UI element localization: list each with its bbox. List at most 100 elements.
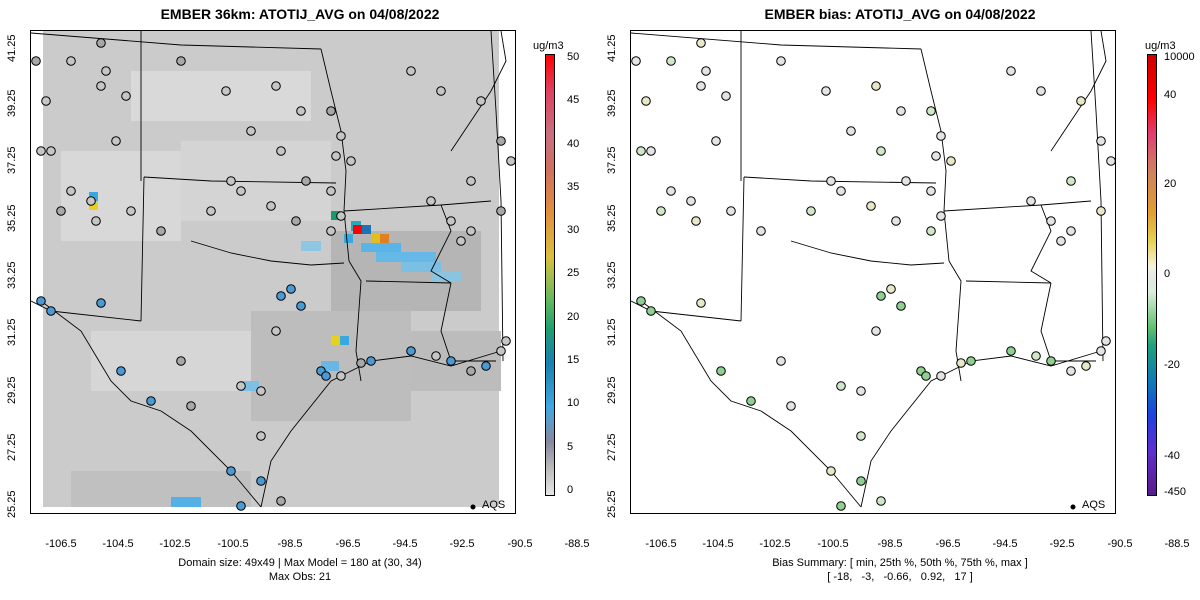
monitor-site-marker[interactable] (226, 176, 236, 186)
monitor-site-marker[interactable] (666, 186, 676, 196)
monitor-site-marker[interactable] (936, 131, 946, 141)
monitor-site-marker[interactable] (1031, 351, 1041, 361)
monitor-site-marker[interactable] (776, 356, 786, 366)
monitor-site-marker[interactable] (236, 501, 246, 511)
monitor-site-marker[interactable] (116, 366, 126, 376)
monitor-site-marker[interactable] (256, 431, 266, 441)
monitor-site-marker[interactable] (631, 56, 641, 66)
monitor-site-marker[interactable] (186, 401, 196, 411)
monitor-site-marker[interactable] (41, 96, 51, 106)
monitor-site-marker[interactable] (1096, 206, 1106, 216)
monitor-site-marker[interactable] (1101, 336, 1111, 346)
monitor-site-marker[interactable] (431, 351, 441, 361)
monitor-site-marker[interactable] (776, 56, 786, 66)
monitor-site-marker[interactable] (356, 358, 366, 368)
monitor-site-marker[interactable] (836, 381, 846, 391)
monitor-site-marker[interactable] (901, 176, 911, 186)
monitor-site-marker[interactable] (246, 126, 256, 136)
monitor-site-marker[interactable] (446, 216, 456, 226)
monitor-site-marker[interactable] (891, 216, 901, 226)
monitor-site-marker[interactable] (1096, 136, 1106, 146)
monitor-site-marker[interactable] (366, 356, 376, 366)
monitor-site-marker[interactable] (636, 296, 646, 306)
monitor-site-marker[interactable] (866, 201, 876, 211)
monitor-site-marker[interactable] (476, 96, 486, 106)
monitor-site-marker[interactable] (466, 226, 476, 236)
monitor-site-marker[interactable] (36, 296, 46, 306)
monitor-site-marker[interactable] (926, 106, 936, 116)
monitor-site-marker[interactable] (91, 216, 101, 226)
monitor-site-marker[interactable] (271, 326, 281, 336)
monitor-site-marker[interactable] (1006, 346, 1016, 356)
monitor-site-marker[interactable] (696, 81, 706, 91)
monitor-site-marker[interactable] (896, 106, 906, 116)
monitor-site-marker[interactable] (946, 156, 956, 166)
monitor-site-marker[interactable] (726, 206, 736, 216)
monitor-site-marker[interactable] (446, 356, 456, 366)
monitor-site-marker[interactable] (936, 371, 946, 381)
monitor-site-marker[interactable] (466, 176, 476, 186)
monitor-site-marker[interactable] (436, 86, 446, 96)
monitor-site-marker[interactable] (276, 496, 286, 506)
monitor-site-marker[interactable] (156, 226, 166, 236)
monitor-site-marker[interactable] (121, 91, 131, 101)
monitor-site-marker[interactable] (806, 206, 816, 216)
monitor-site-marker[interactable] (101, 66, 111, 76)
monitor-site-marker[interactable] (256, 476, 266, 486)
monitor-site-marker[interactable] (1026, 196, 1036, 206)
monitor-site-marker[interactable] (346, 156, 356, 166)
monitor-site-marker[interactable] (496, 136, 506, 146)
bias-map[interactable] (630, 30, 1116, 514)
monitor-site-marker[interactable] (756, 226, 766, 236)
monitor-site-marker[interactable] (1046, 216, 1056, 226)
monitor-site-marker[interactable] (826, 176, 836, 186)
monitor-site-marker[interactable] (46, 146, 56, 156)
monitor-site-marker[interactable] (1006, 66, 1016, 76)
monitor-site-marker[interactable] (66, 56, 76, 66)
monitor-site-marker[interactable] (36, 146, 46, 156)
monitor-site-marker[interactable] (646, 146, 656, 156)
monitor-site-marker[interactable] (206, 206, 216, 216)
monitor-site-marker[interactable] (856, 476, 866, 486)
monitor-site-marker[interactable] (1056, 236, 1066, 246)
monitor-site-marker[interactable] (931, 151, 941, 161)
monitor-site-marker[interactable] (836, 501, 846, 511)
monitor-site-marker[interactable] (1046, 356, 1056, 366)
monitor-site-marker[interactable] (956, 358, 966, 368)
monitor-site-marker[interactable] (721, 91, 731, 101)
monitor-site-marker[interactable] (176, 356, 186, 366)
monitor-site-marker[interactable] (481, 361, 491, 371)
concentration-map[interactable] (30, 30, 516, 514)
monitor-site-marker[interactable] (226, 466, 236, 476)
monitor-site-marker[interactable] (921, 371, 931, 381)
monitor-site-marker[interactable] (96, 38, 106, 48)
monitor-site-marker[interactable] (96, 81, 106, 91)
monitor-site-marker[interactable] (256, 386, 266, 396)
monitor-site-marker[interactable] (836, 186, 846, 196)
monitor-site-marker[interactable] (426, 196, 436, 206)
monitor-site-marker[interactable] (966, 356, 976, 366)
monitor-site-marker[interactable] (936, 211, 946, 221)
monitor-site-marker[interactable] (326, 106, 336, 116)
monitor-site-marker[interactable] (296, 106, 306, 116)
monitor-site-marker[interactable] (686, 196, 696, 206)
monitor-site-marker[interactable] (336, 211, 346, 221)
monitor-site-marker[interactable] (1066, 176, 1076, 186)
monitor-site-marker[interactable] (291, 216, 301, 226)
monitor-site-marker[interactable] (406, 346, 416, 356)
monitor-site-marker[interactable] (221, 86, 231, 96)
monitor-site-marker[interactable] (876, 496, 886, 506)
monitor-site-marker[interactable] (176, 56, 186, 66)
monitor-site-marker[interactable] (711, 136, 721, 146)
monitor-site-marker[interactable] (636, 146, 646, 156)
monitor-site-marker[interactable] (496, 346, 506, 356)
monitor-site-marker[interactable] (871, 81, 881, 91)
monitor-site-marker[interactable] (786, 401, 796, 411)
monitor-site-marker[interactable] (31, 56, 41, 66)
monitor-site-marker[interactable] (111, 136, 121, 146)
monitor-site-marker[interactable] (236, 186, 246, 196)
monitor-site-marker[interactable] (856, 386, 866, 396)
monitor-site-marker[interactable] (276, 291, 286, 301)
monitor-site-marker[interactable] (321, 371, 331, 381)
monitor-site-marker[interactable] (926, 186, 936, 196)
